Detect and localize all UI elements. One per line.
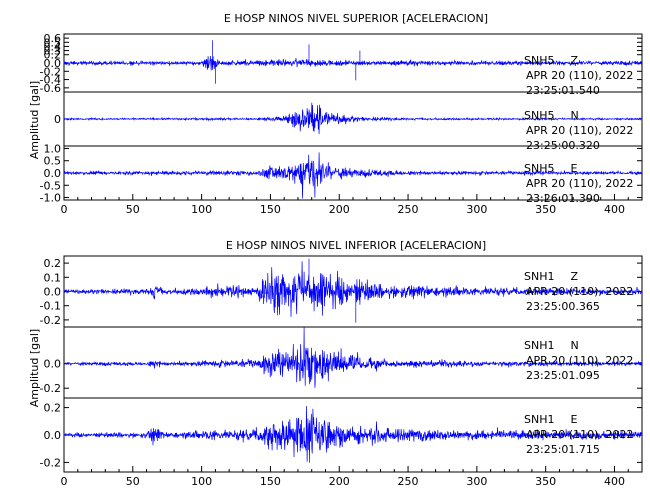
xtick-label: 100 — [191, 475, 212, 488]
ytick-label: -0.1 — [40, 300, 61, 313]
trace-snh5-e-station: SNH5 E — [524, 162, 577, 175]
ytick-label: 0.4 — [44, 40, 62, 53]
trace-snh5-e-waveform — [63, 152, 643, 199]
xtick-label: 0 — [61, 475, 68, 488]
trace-snh5-n-component: N — [570, 109, 578, 122]
trace-snh5-z-date: APR 20 (110), 2022 — [526, 69, 633, 82]
trace-snh5-n-station-name: SNH5 — [524, 109, 554, 122]
ytick-label: 1.0 — [44, 142, 62, 155]
trace-snh1-e-station-name: SNH1 — [524, 413, 554, 426]
xtick-label: 150 — [260, 475, 281, 488]
ytick-label: -0.2 — [40, 456, 61, 469]
trace-snh1-n-date: APR 20 (110), 2022 — [526, 354, 633, 367]
trace-snh5-e-station-name: SNH5 — [524, 162, 554, 175]
trace-snh5-z-station-name: SNH5 — [524, 54, 554, 67]
trace-snh1-n-waveform — [63, 326, 643, 388]
ytick-label: 0.0 — [44, 286, 62, 299]
panel-inferior-xaxis: 0 50 100 150 200 250 300 350 400 — [61, 466, 629, 488]
trace-snh5-z-component: Z — [570, 54, 578, 67]
trace-snh1-e-date: APR 20 (110), 2022 — [526, 428, 633, 441]
trace-snh1-e-yticks: 0.2 0.0 -0.2 — [40, 402, 642, 469]
xtick-label: 250 — [398, 475, 419, 488]
panel-inferior-ylabel: Amplitud [gal] — [28, 329, 41, 407]
trace-snh1-z-time: 23:25:00.365 — [526, 300, 600, 313]
trace-snh5-z: 0.60.50.40.30.20.0-0.2-0.4-0.6 SNH5 Z APR… — [40, 32, 643, 97]
trace-snh1-e-waveform — [63, 405, 643, 463]
ytick-label: -0.6 — [40, 82, 61, 95]
panel-inferior-title: E HOSP NINOS NIVEL INFERIOR [ACELERACION… — [226, 239, 486, 252]
ytick-label: 0.0 — [44, 57, 62, 70]
ytick-label: 0.0 — [44, 358, 62, 371]
xtick-label: 50 — [126, 203, 140, 216]
trace-snh1-z: 0.20.1 0.0-0.1-0.2 SNH1 Z APR 20 (110), 20… — [40, 255, 643, 328]
ytick-label: -0.4 — [40, 74, 61, 87]
xtick-label: 350 — [535, 475, 556, 488]
trace-snh1-n-component: N — [570, 339, 578, 352]
trace-snh1-z-station-name: SNH1 — [524, 270, 554, 283]
xtick-label: 200 — [329, 475, 350, 488]
ytick-label: 0.0 — [44, 429, 62, 442]
ytick-label: -0.2 — [40, 314, 61, 327]
panel-inferior: E HOSP NINOS NIVEL INFERIOR [ACELERACION… — [28, 239, 643, 488]
xtick-label: 150 — [260, 203, 281, 216]
panel-superior: E HOSP NINOS NIVEL SUPERIOR [ACELERACION… — [28, 12, 643, 216]
trace-snh5-z-station: SNH5 Z — [524, 54, 578, 67]
panel-superior-ylabel: Amplitud [gal] — [28, 81, 41, 159]
ytick-label: 0.2 — [44, 49, 62, 62]
trace-snh5-n-date: APR 20 (110), 2022 — [526, 124, 633, 137]
ytick-label: 0 — [54, 113, 61, 126]
xtick-label: 400 — [604, 203, 625, 216]
trace-snh1-z-component: Z — [570, 270, 578, 283]
trace-snh1-e-component: E — [570, 413, 577, 426]
ytick-label: 0.5 — [44, 155, 62, 168]
trace-snh1-e: 0.2 0.0 -0.2 SNH1 E APR 20 (110), 2022 23:2… — [40, 397, 643, 473]
xtick-label: 350 — [535, 203, 556, 216]
panel-superior-title: E HOSP NINOS NIVEL SUPERIOR [ACELERACION… — [224, 12, 488, 25]
ytick-label: 0.0 — [44, 167, 62, 180]
ytick-label: -1.0 — [40, 192, 61, 205]
trace-snh5-e-date: APR 20 (110), 2022 — [526, 177, 633, 190]
trace-snh1-n: 0.0 -0.2 SNH1 N APR 20 (110), 2022 23:25:0… — [40, 326, 643, 399]
ytick-label: 0.5 — [44, 36, 62, 49]
xtick-label: 200 — [329, 203, 350, 216]
ytick-label: -0.5 — [40, 179, 61, 192]
xtick-label: 100 — [191, 203, 212, 216]
trace-snh5-n-waveform — [63, 102, 643, 135]
xtick-label: 0 — [61, 203, 68, 216]
trace-snh5-e-yticks: 1.00.50.0-0.5-1.0 — [40, 142, 642, 205]
trace-snh1-e-station: SNH1 E — [524, 413, 577, 426]
trace-snh5-e-component: E — [570, 162, 577, 175]
xtick-label: 250 — [398, 203, 419, 216]
trace-snh1-z-waveform — [63, 258, 643, 323]
ytick-label: 0.6 — [44, 32, 62, 45]
xtick-label: 50 — [126, 475, 140, 488]
trace-snh5-z-time: 23:25:01.540 — [526, 84, 600, 97]
trace-snh5-z-waveform — [63, 40, 643, 84]
panel-superior-xaxis: 0 50 100 150 200 250 300 350 400 — [61, 194, 629, 216]
xtick-label: 300 — [466, 475, 487, 488]
trace-snh1-z-date: APR 20 (110), 2022 — [526, 285, 633, 298]
trace-snh5-n-station: SNH5 N — [524, 109, 579, 122]
trace-snh1-n-station-name: SNH1 — [524, 339, 554, 352]
trace-snh1-n-time: 23:25:01.095 — [526, 369, 600, 382]
trace-snh1-n-yticks: 0.0 -0.2 — [40, 358, 642, 395]
ytick-label: -0.2 — [40, 382, 61, 395]
xtick-label: 300 — [466, 203, 487, 216]
ytick-label: 0.2 — [44, 257, 62, 270]
ytick-label: 0.2 — [44, 402, 62, 415]
trace-snh5-n: 0 SNH5 N APR 20 (110), 2022 23:25:00.320 — [54, 91, 643, 152]
xtick-label: 400 — [604, 475, 625, 488]
trace-snh5-e-time: 23:26:01.390 — [526, 192, 600, 205]
ytick-label: 0.1 — [44, 271, 62, 284]
trace-snh5-e: 1.00.50.0-0.5-1.0 SNH5 E APR 20 (110), 20… — [40, 142, 643, 205]
trace-snh1-z-station: SNH1 Z — [524, 270, 578, 283]
trace-snh1-n-station: SNH1 N — [524, 339, 579, 352]
trace-snh1-e-time: 23:25:01.715 — [526, 443, 600, 456]
ytick-label: -0.2 — [40, 65, 61, 78]
trace-snh1-z-yticks: 0.20.1 0.0-0.1-0.2 — [40, 257, 642, 327]
ytick-label: 0.3 — [44, 45, 62, 58]
